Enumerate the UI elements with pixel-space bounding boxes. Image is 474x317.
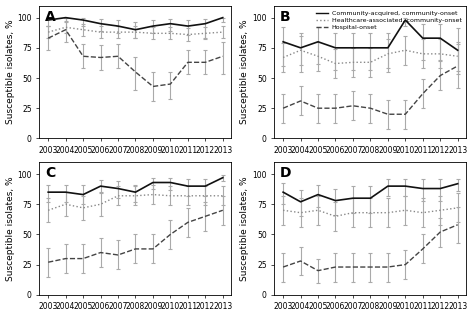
Y-axis label: Susceptible isolates, %: Susceptible isolates, % <box>240 20 249 124</box>
Legend: Community-acquired, community-onset, Healthcare-associated, community-onset, Hos: Community-acquired, community-onset, Hea… <box>314 9 463 32</box>
Y-axis label: Susceptible isolates, %: Susceptible isolates, % <box>6 176 15 281</box>
Text: D: D <box>280 166 292 180</box>
Text: C: C <box>45 166 55 180</box>
Text: B: B <box>280 10 291 23</box>
Text: A: A <box>45 10 56 23</box>
Y-axis label: Susceptible isolates, %: Susceptible isolates, % <box>6 20 15 124</box>
Y-axis label: Susceptible isolates, %: Susceptible isolates, % <box>240 176 249 281</box>
